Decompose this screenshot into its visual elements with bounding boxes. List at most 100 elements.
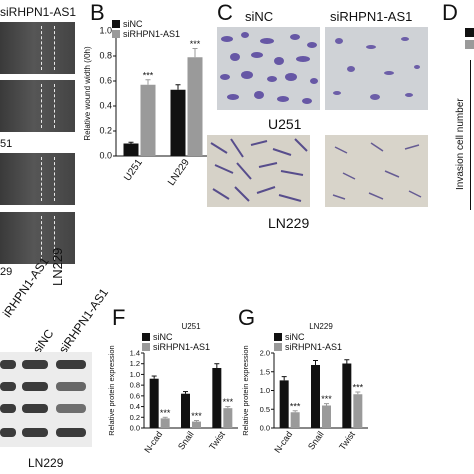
x-tick-label: N-cad bbox=[272, 429, 294, 454]
significance-label: *** bbox=[353, 383, 364, 393]
x-tick-label: Snail bbox=[176, 429, 196, 451]
y-tick-label: 1.0 bbox=[260, 386, 270, 395]
legend-swatch bbox=[274, 343, 282, 351]
wound-image-ln229-48h bbox=[0, 212, 75, 264]
panel-d-ylabel: Invasion cell number bbox=[455, 98, 466, 190]
invasion-image-u251-sirhpn1 bbox=[325, 27, 428, 110]
bar bbox=[223, 408, 233, 428]
blot-band bbox=[0, 428, 16, 437]
legend-swatch bbox=[142, 333, 150, 341]
x-tick-label: LN229 bbox=[166, 157, 192, 188]
bar bbox=[123, 143, 139, 156]
y-tick-label: 2.0 bbox=[260, 349, 270, 358]
chart-g-ln229-protein: 0.0 0.5 1.0 1.5 2.0 Relative protein expressi… bbox=[241, 322, 368, 455]
chart-title: LN229 bbox=[309, 322, 333, 331]
panel-a-u251-label: 51 bbox=[0, 138, 13, 150]
bar bbox=[290, 412, 300, 428]
bar bbox=[187, 57, 203, 156]
y-tick-label: 0.0 bbox=[130, 424, 140, 433]
panel-d-y-axis bbox=[470, 60, 471, 210]
blot-band bbox=[56, 382, 86, 391]
y-tick-label: 0.4 bbox=[130, 402, 140, 411]
panel-b-letter: B bbox=[90, 0, 105, 25]
panel-a-header: siRHPN1-AS1 bbox=[0, 5, 77, 19]
bar bbox=[160, 418, 170, 428]
blot-band bbox=[22, 382, 48, 391]
y-tick-label: 0.6 bbox=[130, 391, 140, 400]
panel-e-left-lane-label: iRHPN1-AS1 bbox=[0, 254, 52, 321]
legend-label: siNC bbox=[153, 332, 173, 342]
y-tick-label: 0.6 bbox=[99, 76, 112, 86]
panel-g-letter: G bbox=[238, 305, 256, 330]
panel-d-legend-sinc-swatch bbox=[465, 28, 474, 37]
significance-label: *** bbox=[190, 39, 201, 49]
panel-c-letter: C bbox=[217, 0, 233, 25]
y-tick-label: 1.5 bbox=[260, 367, 270, 376]
blot-band bbox=[0, 404, 16, 413]
blot-band bbox=[22, 360, 48, 369]
panel-c-col-label-sinc: siNC bbox=[245, 9, 274, 24]
wound-image-u251-48h bbox=[0, 80, 75, 132]
chart-b-wound-width: 0.0 0.2 0.4 0.6 0.8 1.0 Relative wound width (… bbox=[83, 19, 210, 188]
significance-label: *** bbox=[143, 70, 154, 80]
invasion-image-u251-sinc bbox=[217, 27, 320, 110]
wound-image-u251-0h bbox=[0, 22, 75, 74]
y-tick-label: 1.0 bbox=[130, 370, 140, 379]
legend-label: siRHPN1-AS1 bbox=[123, 29, 180, 39]
x-tick-label: N-cad bbox=[142, 429, 164, 454]
bar bbox=[353, 394, 363, 428]
bar bbox=[140, 84, 156, 156]
y-tick-label: 0.8 bbox=[130, 381, 140, 390]
bar bbox=[181, 393, 190, 428]
y-tick-label: 1.2 bbox=[130, 359, 140, 368]
legend-swatch bbox=[112, 30, 120, 38]
chart-f-u251-protein: 0.0 0.2 0.4 0.60.8 1.0 1.21.4 Relative protein… bbox=[107, 322, 238, 455]
panel-f-letter: F bbox=[112, 305, 126, 330]
legend-label: siNC bbox=[123, 19, 143, 29]
y-tick-label: 0.2 bbox=[99, 126, 112, 136]
significance-label: *** bbox=[321, 394, 332, 404]
wound-image-ln229-0h bbox=[0, 153, 75, 205]
blot-band bbox=[22, 404, 48, 413]
invasion-image-ln229-sirhpn1 bbox=[325, 135, 428, 207]
legend-swatch bbox=[142, 343, 150, 351]
blot-band bbox=[56, 360, 86, 369]
bar bbox=[322, 405, 331, 428]
legend-label: siRHPN1-AS1 bbox=[153, 342, 210, 352]
x-tick-label: Twist bbox=[337, 429, 357, 452]
panel-c-row-label-ln229: LN229 bbox=[268, 215, 310, 231]
blot-band bbox=[0, 382, 16, 391]
legend-swatch bbox=[274, 333, 282, 341]
bar bbox=[279, 380, 289, 428]
y-axis-label: Relative protein expression bbox=[241, 345, 250, 435]
significance-label: *** bbox=[191, 411, 202, 421]
bar bbox=[170, 89, 186, 156]
legend-swatch bbox=[112, 20, 120, 28]
western-blot-image bbox=[0, 352, 92, 447]
significance-label: *** bbox=[160, 408, 171, 418]
blot-band bbox=[0, 360, 16, 369]
bar bbox=[342, 363, 352, 428]
bar bbox=[192, 421, 201, 428]
y-tick-label: 0.0 bbox=[260, 424, 270, 433]
panel-d-letter: D bbox=[442, 0, 458, 25]
bar bbox=[212, 368, 222, 428]
panel-e-bottom-label: LN229 bbox=[28, 456, 64, 470]
y-tick-label: 0.8 bbox=[99, 51, 112, 61]
invasion-image-ln229-sinc bbox=[207, 135, 310, 207]
x-tick-label: U251 bbox=[122, 157, 145, 183]
y-axis-label: Relative wound width (/0h) bbox=[83, 46, 92, 141]
panel-a-ln229-label: 29 bbox=[0, 266, 13, 278]
y-tick-label: 0.0 bbox=[99, 151, 112, 161]
bar bbox=[311, 365, 320, 428]
y-tick-label: 1.4 bbox=[130, 349, 140, 358]
y-axis-label: Relative protein expression bbox=[107, 345, 116, 435]
chart-title: U251 bbox=[181, 322, 201, 331]
panel-c-col-label-sirhpn1: siRHPN1-AS1 bbox=[330, 9, 413, 24]
panel-d-legend-sirhpn1-swatch bbox=[465, 40, 474, 49]
legend-label: siRHPN1-AS1 bbox=[285, 342, 342, 352]
y-tick-label: 0.5 bbox=[260, 405, 270, 414]
x-tick-label: Snail bbox=[306, 429, 326, 451]
blot-band bbox=[56, 404, 86, 413]
y-tick-label: 0.4 bbox=[99, 101, 112, 111]
